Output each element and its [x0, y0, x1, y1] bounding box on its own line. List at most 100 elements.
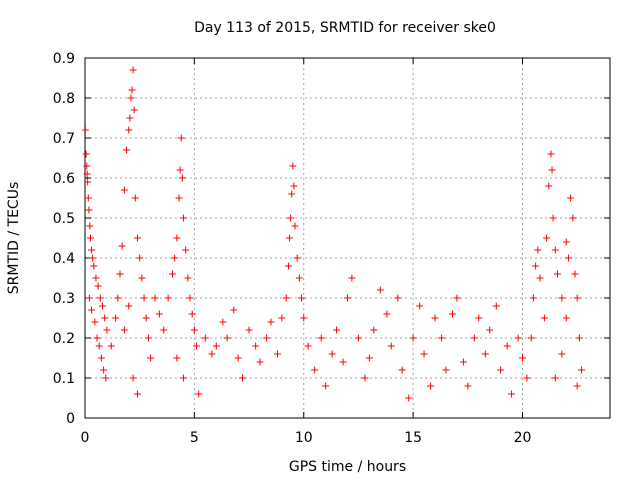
data-point: [540, 314, 548, 322]
y-tick-label: 0.1: [53, 371, 75, 387]
data-point: [304, 342, 312, 350]
data-point: [173, 234, 181, 242]
data-point: [219, 318, 227, 326]
data-point: [348, 274, 356, 282]
data-point: [160, 326, 168, 334]
data-point: [164, 294, 172, 302]
data-point: [90, 262, 98, 270]
data-point: [286, 234, 294, 242]
data-point: [86, 234, 94, 242]
data-point: [475, 314, 483, 322]
data-point: [453, 294, 461, 302]
data-point: [101, 314, 109, 322]
data-point: [470, 334, 478, 342]
data-point: [112, 314, 120, 322]
data-point: [179, 374, 187, 382]
data-point: [127, 94, 135, 102]
data-point: [120, 186, 128, 194]
data-point: [95, 342, 103, 350]
data-point: [497, 366, 505, 374]
data-point: [91, 318, 99, 326]
data-point: [387, 342, 395, 350]
data-point: [234, 354, 242, 362]
data-point: [571, 270, 579, 278]
data-point: [230, 306, 238, 314]
data-point: [97, 354, 105, 362]
data-point: [383, 310, 391, 318]
data-point: [263, 334, 271, 342]
data-point: [147, 354, 155, 362]
data-point: [344, 294, 351, 302]
y-tick-label: 0.3: [53, 291, 75, 307]
x-tick-label: 0: [81, 430, 90, 446]
data-point: [523, 374, 531, 382]
data-point: [88, 306, 96, 314]
data-point: [144, 334, 152, 342]
data-point: [184, 274, 192, 282]
data-point: [416, 302, 424, 310]
data-point: [201, 334, 209, 342]
data-point: [569, 214, 577, 222]
data-point: [431, 314, 439, 322]
data-point: [514, 334, 522, 342]
data-point: [573, 294, 581, 302]
data-point: [142, 314, 150, 322]
data-point: [562, 314, 570, 322]
y-tick-label: 0.8: [53, 91, 75, 107]
data-points: [81, 66, 586, 402]
data-point: [84, 178, 92, 186]
data-point: [126, 114, 134, 122]
data-point: [567, 194, 575, 202]
data-point: [295, 274, 303, 282]
data-point: [252, 342, 260, 350]
data-point: [239, 374, 246, 382]
data-point: [190, 326, 198, 334]
y-tick-label: 0.4: [53, 251, 75, 267]
data-point: [256, 358, 264, 366]
data-point: [193, 342, 201, 350]
data-point: [409, 334, 417, 342]
data-point: [551, 246, 559, 254]
data-point: [92, 274, 100, 282]
data-point: [492, 302, 500, 310]
data-point: [293, 254, 301, 262]
data-point: [290, 182, 298, 190]
data-point: [138, 274, 146, 282]
grid-lines: [85, 58, 610, 418]
data-point: [519, 354, 526, 362]
data-point: [212, 342, 220, 350]
data-point: [503, 342, 511, 350]
data-point: [333, 326, 341, 334]
data-point: [83, 162, 91, 170]
data-point: [311, 366, 319, 374]
data-point: [85, 206, 93, 214]
data-point: [532, 262, 540, 270]
data-point: [175, 194, 183, 202]
data-point: [291, 222, 299, 230]
data-point: [562, 238, 570, 246]
data-point: [116, 270, 124, 278]
data-point: [536, 274, 544, 282]
data-point: [298, 294, 306, 302]
data-point: [85, 294, 93, 302]
data-point: [188, 310, 196, 318]
data-point: [136, 254, 144, 262]
data-point: [287, 214, 295, 222]
chart-title: Day 113 of 2015, SRMTID for receiver ske…: [194, 20, 496, 36]
y-axis-title: SRMTID / TECUs: [6, 182, 22, 295]
data-point: [317, 334, 325, 342]
axis-ticks: [84, 57, 610, 419]
data-point: [354, 334, 362, 342]
data-point: [529, 294, 537, 302]
data-point: [223, 334, 231, 342]
data-point: [151, 294, 159, 302]
data-point: [274, 350, 281, 358]
data-point: [88, 246, 96, 254]
data-point: [83, 170, 91, 178]
data-point: [81, 126, 89, 134]
data-point: [140, 294, 148, 302]
x-axis-title: GPS time / hours: [289, 459, 406, 475]
data-point: [186, 294, 194, 302]
data-point: [245, 326, 253, 334]
